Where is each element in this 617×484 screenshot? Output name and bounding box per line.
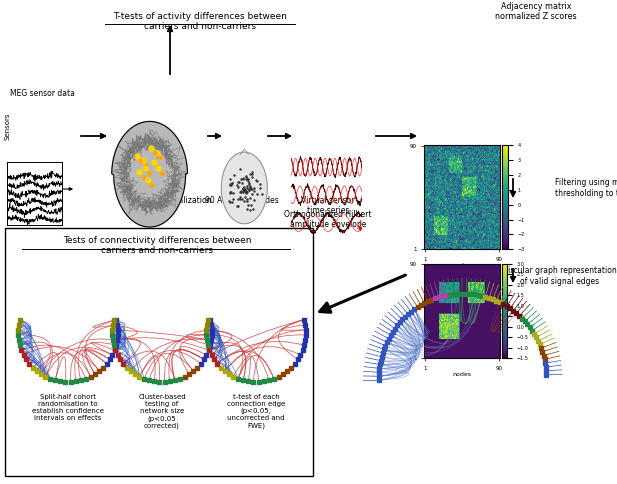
Text: t-test of each
connection edge
(p<0.05,
uncorrected and
FWE): t-test of each connection edge (p<0.05, … (227, 394, 285, 429)
Text: MEG sensor data: MEG sensor data (10, 89, 75, 98)
Text: Split-half cohort
randomisation to
establish confidence
intervals on effects: Split-half cohort randomisation to estab… (32, 394, 104, 421)
Text: Sensors: Sensors (4, 112, 10, 140)
Text: Filtering using mean-rank
thresholding to top 20%: Filtering using mean-rank thresholding t… (555, 178, 617, 197)
Polygon shape (222, 152, 267, 224)
Text: T-tests of activity differences between
carriers and non-carriers: T-tests of activity differences between … (113, 12, 287, 31)
X-axis label: nodes: nodes (453, 263, 471, 268)
X-axis label: nodes: nodes (453, 372, 471, 377)
Text: Adjacency matrix
normalized Z scores: Adjacency matrix normalized Z scores (495, 2, 577, 21)
Text: Noise: Noise (436, 231, 460, 241)
Text: time: time (35, 193, 51, 199)
Bar (5, 228, 313, 476)
Text: Source localization: Source localization (139, 196, 211, 205)
Text: Virtual sensor
time series: Virtual sensor time series (301, 196, 355, 215)
Text: Signal: Signal (476, 210, 503, 218)
Text: Tests of connectivity differences between
carriers and non-carriers: Tests of connectivity differences betwee… (63, 236, 251, 256)
Text: Orthogonalized Hilbert
amplitude envelope: Orthogonalized Hilbert amplitude envelop… (284, 210, 372, 229)
Text: Cluster-based
testing of
network size
(p<0.05
corrected): Cluster-based testing of network size (p… (138, 394, 186, 429)
Polygon shape (112, 121, 188, 227)
Text: 90 AAL atlas nodes: 90 AAL atlas nodes (205, 196, 279, 205)
Text: circular graph representation
of valid signal edges: circular graph representation of valid s… (503, 266, 616, 286)
